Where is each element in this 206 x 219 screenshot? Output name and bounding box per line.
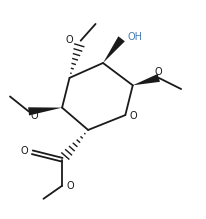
Text: O: O xyxy=(66,35,73,45)
Text: OH: OH xyxy=(127,32,142,42)
Text: O: O xyxy=(67,181,74,191)
Text: O: O xyxy=(154,67,162,77)
Text: O: O xyxy=(130,111,137,121)
Text: O: O xyxy=(21,146,28,156)
Polygon shape xyxy=(28,107,62,115)
Text: O: O xyxy=(30,111,38,121)
Polygon shape xyxy=(133,74,160,85)
Polygon shape xyxy=(103,36,125,63)
